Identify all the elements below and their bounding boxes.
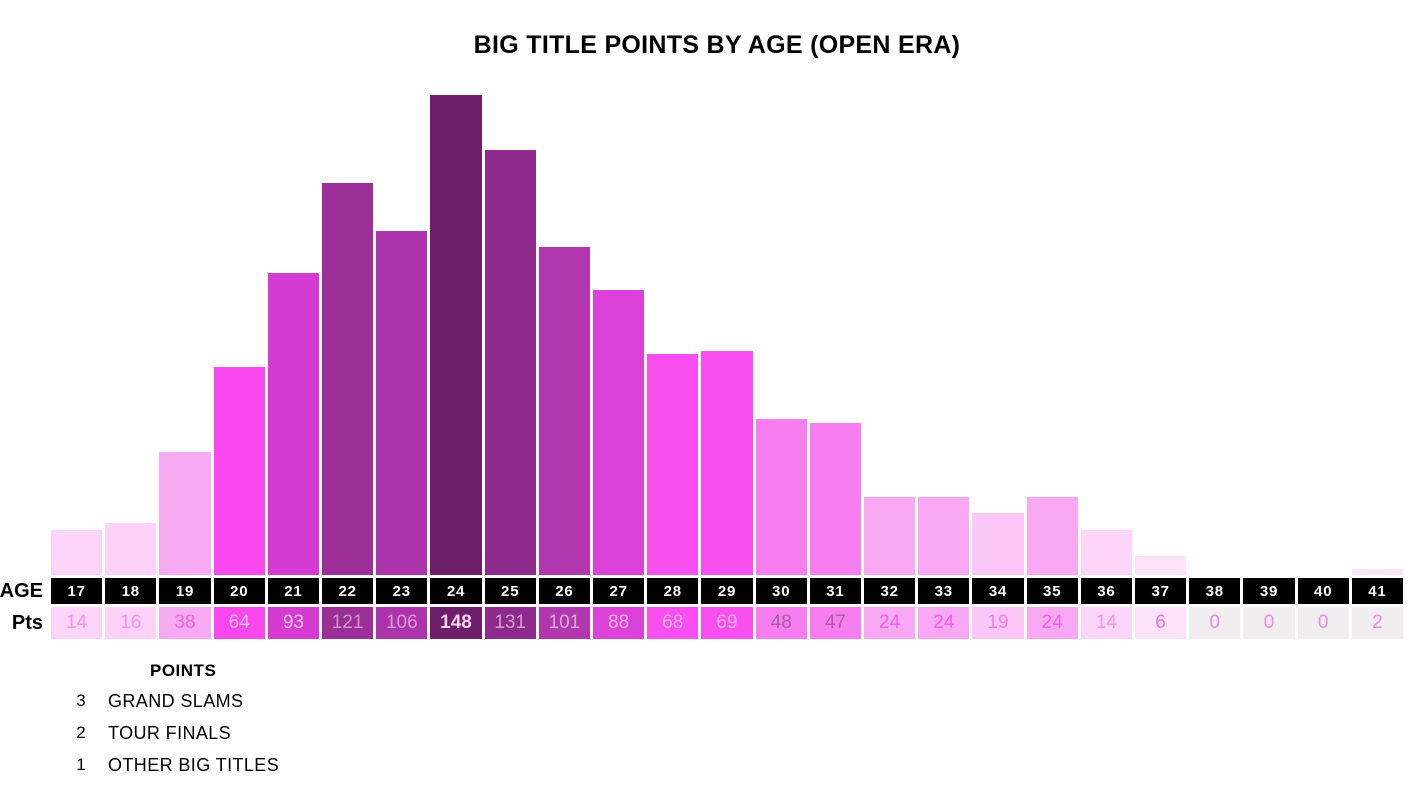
legend-label: OTHER BIG TITLES	[108, 754, 280, 775]
pts-cell: 148	[430, 607, 482, 639]
age-cell: 20	[213, 578, 265, 604]
age-cell: 24	[430, 578, 482, 604]
pts-cell: 0	[1243, 607, 1295, 639]
legend-points-value: 2	[76, 723, 86, 742]
legend-points-value: 3	[76, 691, 86, 710]
pts-cell: 88	[593, 607, 645, 639]
pts-axis-label: Pts	[11, 611, 43, 634]
legend-title: POINTS	[150, 661, 217, 680]
bar	[538, 247, 590, 575]
pts-cell: 2	[1351, 607, 1403, 639]
age-cell: 34	[972, 578, 1024, 604]
pts-cell: 14	[1080, 607, 1132, 639]
age-cell: 35	[1026, 578, 1078, 604]
bar	[972, 513, 1024, 575]
bar	[1080, 530, 1132, 575]
age-cell: 27	[593, 578, 645, 604]
pts-cell: 121	[322, 607, 374, 639]
bar	[918, 497, 970, 575]
pts-cell: 131	[484, 607, 536, 639]
age-cell: 23	[376, 578, 428, 604]
age-cell: 36	[1080, 578, 1132, 604]
bar	[647, 354, 699, 575]
bar	[376, 231, 428, 575]
age-cell: 26	[538, 578, 590, 604]
bar	[159, 452, 211, 575]
age-cell: 28	[647, 578, 699, 604]
age-cell: 33	[918, 578, 970, 604]
bar	[809, 423, 861, 575]
age-cell: 25	[484, 578, 536, 604]
bar	[267, 273, 319, 575]
legend-points-value: 1	[76, 755, 86, 774]
legend-row: 3 GRAND SLAMS	[70, 685, 1418, 717]
age-cell: 22	[322, 578, 374, 604]
bar	[1135, 556, 1187, 575]
age-cell: 30	[755, 578, 807, 604]
age-cell: 18	[105, 578, 157, 604]
bar	[322, 183, 374, 575]
pts-cell: 101	[538, 607, 590, 639]
bar	[51, 530, 103, 575]
bar	[1351, 569, 1403, 575]
legend-label: TOUR FINALS	[108, 722, 232, 743]
pts-cell: 47	[809, 607, 861, 639]
bar	[1026, 497, 1078, 575]
age-cell: 17	[51, 578, 103, 604]
age-axis-label: AGE	[0, 579, 43, 602]
pts-cell: 48	[755, 607, 807, 639]
bar	[105, 523, 157, 575]
age-cell: 31	[809, 578, 861, 604]
pts-cell: 14	[51, 607, 103, 639]
age-cell: 41	[1351, 578, 1403, 604]
bar	[213, 367, 265, 575]
age-cell: 40	[1297, 578, 1349, 604]
age-cell: 29	[701, 578, 753, 604]
age-cell: 32	[864, 578, 916, 604]
legend-row: 2 TOUR FINALS	[70, 717, 1418, 749]
bar	[593, 290, 645, 575]
legend: POINTS 3 GRAND SLAMS 2 TOUR FINALS 1 OTHER BI…	[70, 661, 1418, 781]
pts-cell: 106	[376, 607, 428, 639]
pts-cell: 64	[213, 607, 265, 639]
pts-cell: 6	[1135, 607, 1187, 639]
pts-cell: 24	[918, 607, 970, 639]
pts-cell: 24	[1026, 607, 1078, 639]
pts-cell: 0	[1297, 607, 1349, 639]
pts-cell: 38	[159, 607, 211, 639]
age-cell: 39	[1243, 578, 1295, 604]
age-cell: 37	[1135, 578, 1187, 604]
pts-cell: 0	[1189, 607, 1241, 639]
age-cell: 19	[159, 578, 211, 604]
age-cell: 21	[267, 578, 319, 604]
pts-cell: 93	[267, 607, 319, 639]
age-cell: 38	[1189, 578, 1241, 604]
pts-cell: 16	[105, 607, 157, 639]
bar	[864, 497, 916, 575]
chart-title: BIG TITLE POINTS BY AGE (OPEN ERA)	[473, 31, 961, 59]
bar	[755, 419, 807, 575]
pts-cell: 69	[701, 607, 753, 639]
legend-label: GRAND SLAMS	[108, 690, 244, 711]
bar	[701, 351, 753, 575]
pts-cell: 24	[864, 607, 916, 639]
bar	[484, 150, 536, 575]
chart-grid: AGE Pts 17 14 18 16 19 38 20 64 21 93 22 121 23 106 24…	[0, 95, 1403, 639]
pts-cell: 19	[972, 607, 1024, 639]
bar	[430, 95, 482, 575]
legend-row: 1 OTHER BIG TITLES	[70, 749, 1418, 781]
pts-cell: 68	[647, 607, 699, 639]
